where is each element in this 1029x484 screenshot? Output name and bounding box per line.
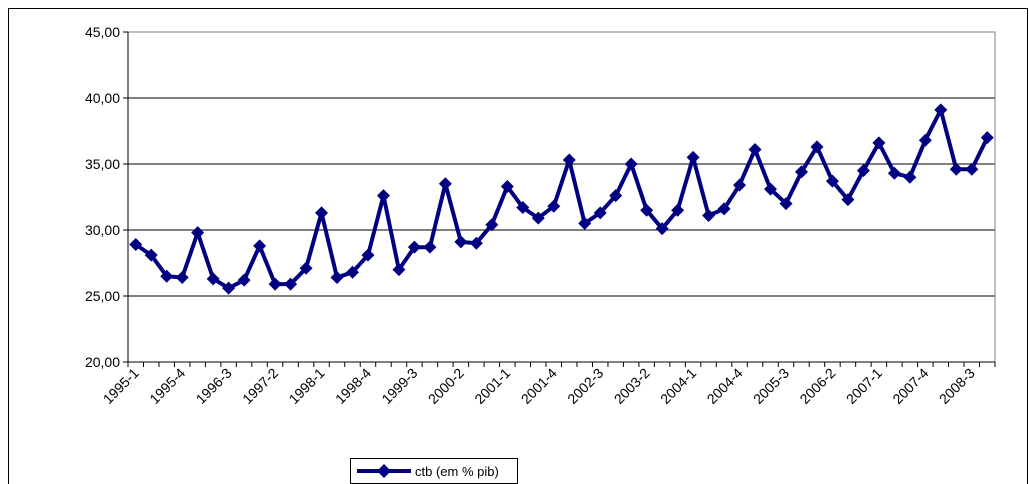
x-tick-label: 1995-4 [146, 365, 188, 407]
data-point [825, 174, 839, 188]
data-point [856, 164, 870, 178]
data-point [949, 162, 963, 176]
x-tick-label: 2001-1 [471, 365, 513, 407]
data-point [299, 261, 313, 275]
data-point [810, 140, 824, 154]
data-point [423, 240, 437, 254]
plot-area [127, 31, 996, 363]
series-line [134, 107, 990, 291]
data-point [222, 281, 236, 295]
data-point [624, 157, 638, 171]
chart-area [8, 8, 1028, 484]
data-point [702, 208, 716, 222]
data-point [562, 153, 576, 167]
data-point [980, 131, 994, 145]
data-point [918, 133, 932, 147]
series-ctb [129, 103, 994, 295]
data-point [872, 136, 886, 150]
legend-marker-icon [357, 464, 411, 478]
data-point [500, 179, 514, 193]
data-point [284, 277, 298, 291]
data-point [794, 165, 808, 179]
x-tick-label: 1998-4 [332, 365, 374, 407]
data-point [578, 216, 592, 230]
data-point [593, 206, 607, 220]
y-tick-label: 20,00 [85, 354, 120, 370]
y-tick-label: 40,00 [85, 90, 120, 106]
data-point [206, 272, 220, 286]
data-point [748, 142, 762, 156]
data-point [903, 170, 917, 184]
x-tick-label: 2008-3 [936, 365, 978, 407]
grid-lines [128, 31, 995, 363]
x-tick-label: 2006-2 [796, 365, 838, 407]
legend: ctb (em % pib) [350, 458, 518, 484]
data-point [733, 178, 747, 192]
x-tick-label: 2004-1 [657, 365, 699, 407]
legend-label: ctb (em % pib) [415, 464, 499, 479]
data-point [887, 166, 901, 180]
x-tick-label: 2007-1 [843, 365, 885, 407]
x-tick-label: 1996-3 [193, 365, 235, 407]
data-point [253, 239, 267, 253]
y-tick-label: 30,00 [85, 222, 120, 238]
data-point [779, 197, 793, 211]
data-point [376, 189, 390, 203]
x-axis: 1995-1 1995-4 1996-3 1997-2 1998-1 1998-4 1999… [100, 32, 996, 407]
x-tick-label: 1999-3 [378, 365, 420, 407]
data-point [191, 226, 205, 240]
data-point [361, 248, 375, 262]
data-point [392, 263, 406, 277]
y-tick-label: 45,00 [85, 24, 120, 40]
y-axis: 20,00 25,00 30,00 35,00 40,00 45,00 [85, 24, 128, 370]
data-point [315, 206, 329, 220]
data-point [717, 202, 731, 216]
data-point [841, 193, 855, 207]
data-point [547, 199, 561, 213]
x-tick-label: 2002-3 [564, 365, 606, 407]
x-tick-label: 2007-4 [889, 365, 931, 407]
data-point [345, 265, 359, 279]
data-point [671, 203, 685, 217]
data-point [144, 248, 158, 262]
data-point [640, 203, 654, 217]
y-tick-label: 25,00 [85, 288, 120, 304]
x-tick-label: 2004-4 [704, 365, 746, 407]
data-point [531, 211, 545, 225]
x-tick-label: 1997-2 [239, 365, 281, 407]
x-tick-label: 1995-1 [100, 365, 142, 407]
data-point [160, 269, 174, 283]
data-point [175, 271, 189, 285]
data-point [965, 162, 979, 176]
x-tick-label: 2001-4 [518, 365, 560, 407]
data-point [469, 236, 483, 250]
data-point [764, 182, 778, 196]
y-tick-label: 35,00 [85, 156, 120, 172]
x-tick-label: 2003-2 [611, 365, 653, 407]
data-point [330, 271, 344, 285]
data-point [129, 238, 143, 252]
data-point [655, 222, 669, 236]
data-point [237, 273, 251, 287]
data-point [438, 177, 452, 191]
x-tick-label: 2005-3 [750, 365, 792, 407]
data-point [516, 201, 530, 215]
data-point [686, 150, 700, 164]
x-tick-label: 2000-2 [425, 365, 467, 407]
data-point [268, 277, 282, 291]
data-point [934, 103, 948, 117]
data-point [485, 218, 499, 232]
data-point [407, 240, 421, 254]
x-tick-label: 1998-1 [286, 365, 328, 407]
data-point [609, 189, 623, 203]
data-point [454, 235, 468, 249]
